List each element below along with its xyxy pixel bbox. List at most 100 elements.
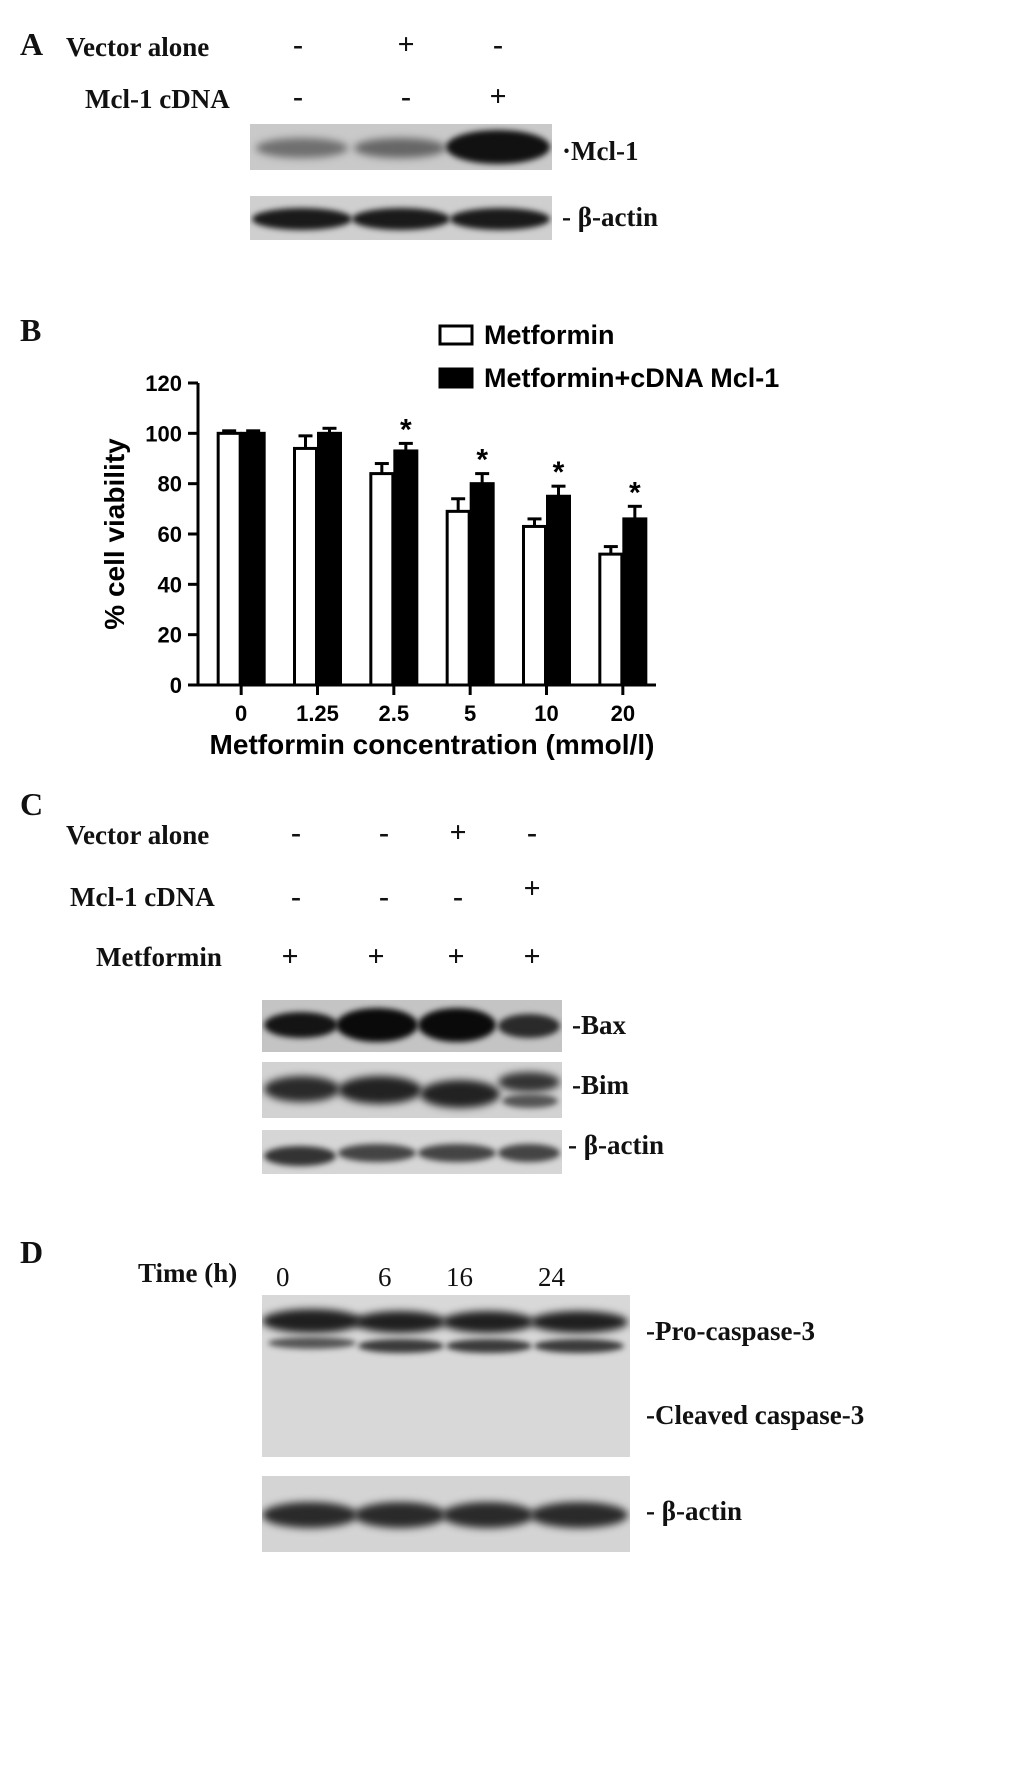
panel-c-sign: + — [281, 940, 299, 973]
blot-band — [446, 130, 550, 164]
y-axis-label: % cell viability — [99, 438, 130, 630]
bar-metformin — [369, 472, 395, 687]
panel-d-letter: D — [20, 1234, 44, 1270]
panel-a-actin-blot — [250, 196, 552, 240]
panel-c-sign: - — [291, 880, 301, 913]
x-tick-label: 0 — [235, 701, 247, 726]
blot-band — [338, 1144, 416, 1162]
panel-c-sign: + — [523, 872, 541, 905]
x-tick-label: 2.5 — [379, 701, 410, 726]
blot-band — [354, 138, 446, 158]
bar-metformin-mcl1 — [317, 431, 342, 687]
blot-band — [498, 1014, 560, 1038]
blot-band — [262, 1502, 358, 1528]
blot-band — [498, 1072, 560, 1092]
bar-metformin-mcl1 — [469, 482, 495, 687]
y-tick-label: 0 — [170, 673, 182, 698]
bar-metformin — [598, 552, 624, 687]
significance-star: * — [476, 444, 488, 477]
panel-c-bim-blot — [262, 1062, 562, 1118]
panel-a-sign: - — [293, 80, 303, 113]
blot-band — [262, 1309, 362, 1333]
significance-star: * — [629, 476, 641, 509]
panel-d-time-16: 16 — [446, 1262, 473, 1292]
blot-band — [336, 1008, 418, 1042]
blot-band — [338, 1076, 422, 1104]
panel-c-bax-blot — [262, 1000, 562, 1052]
bar-metformin-mcl1 — [393, 449, 419, 687]
blot-band — [354, 1502, 446, 1528]
panel-c-actin-blot — [262, 1130, 562, 1174]
y-tick-label: 40 — [158, 572, 182, 597]
blot-band — [354, 1311, 446, 1333]
panel-c-sign: - — [527, 816, 537, 849]
x-tick-label: 10 — [534, 701, 558, 726]
panel-c-marker-bim: -Bim — [572, 1070, 630, 1100]
panel-a-sign: - — [293, 28, 303, 61]
panel-c-sign: - — [291, 816, 301, 849]
panel-c-letter: C — [20, 786, 44, 822]
bar-metformin — [522, 524, 547, 687]
blot-band — [530, 1311, 628, 1333]
significance-star: * — [553, 456, 565, 489]
x-tick-label: 1.25 — [296, 701, 339, 726]
blot-band — [252, 208, 352, 230]
panel-d-marker-procaspase: -Pro-caspase-3 — [646, 1316, 815, 1346]
panel-d-time-0: 0 — [276, 1262, 290, 1292]
bar-metformin-mcl1 — [240, 431, 266, 687]
panel-d-caspase-blot — [262, 1295, 630, 1457]
legend-swatch — [438, 367, 474, 389]
y-tick-label: 20 — [158, 623, 182, 648]
panel-c-row-label: Mcl-1 cDNA — [70, 882, 215, 912]
blot-band — [358, 1339, 444, 1353]
bar-metformin-mcl1 — [622, 517, 648, 687]
panel-c-sign: + — [447, 940, 465, 973]
viability-bar-chart: 0 20 40 60 80 100 120 % cell viability 0 1.25 * 2.5… — [99, 320, 779, 760]
y-tick-label: 60 — [158, 522, 182, 547]
blot-band — [450, 208, 550, 230]
significance-star: * — [400, 413, 412, 446]
blot-band — [534, 1339, 624, 1353]
bar-metformin-mcl1 — [546, 494, 571, 687]
blot-band — [420, 1080, 500, 1108]
panel-a-marker-actin: - β-actin — [562, 202, 658, 232]
bar-metformin — [293, 446, 318, 687]
panel-a-letter: A — [20, 26, 44, 62]
panel-d-time-6: 6 — [378, 1262, 392, 1292]
panel-d-marker-cleaved: -Cleaved caspase-3 — [646, 1400, 865, 1430]
legend-entry: Metformin — [484, 320, 615, 350]
panel-d-time-24: 24 — [538, 1262, 565, 1292]
panel-c-sign: - — [379, 880, 389, 913]
panel-c-sign: + — [367, 940, 385, 973]
panel-d-marker-actin: - β-actin — [646, 1496, 742, 1526]
blot-band — [442, 1311, 534, 1333]
panel-c-sign: + — [523, 940, 541, 973]
panel-c-row-label: Metformin — [96, 942, 222, 972]
panel-c-sign: + — [449, 816, 467, 849]
blot-band — [268, 1337, 356, 1349]
blot-band — [264, 1012, 338, 1038]
blot-band — [256, 138, 348, 158]
blot-band — [418, 1008, 496, 1042]
blot-band — [418, 1144, 496, 1162]
blot-band — [502, 1094, 558, 1108]
bar-metformin — [216, 431, 242, 687]
panel-a-row-label: Mcl-1 cDNA — [85, 84, 230, 114]
x-tick-label: 5 — [464, 701, 476, 726]
panel-d-time-label: Time (h) — [138, 1258, 238, 1288]
x-tick-label: 20 — [611, 701, 635, 726]
y-tick-label: 80 — [158, 472, 182, 497]
blot-band — [530, 1502, 628, 1528]
legend-entry: Metformin+cDNA Mcl-1 — [484, 363, 779, 393]
panel-a-mcl1-blot — [250, 124, 552, 170]
bar-metformin — [445, 509, 471, 687]
panel-c-sign: - — [453, 880, 463, 913]
panel-a-sign: + — [397, 28, 415, 61]
panel-a-sign: - — [493, 28, 503, 61]
panel-c-sign: - — [379, 816, 389, 849]
blot-band — [446, 1339, 532, 1353]
panel-c-marker-actin: - β-actin — [568, 1130, 664, 1160]
y-tick-label: 120 — [145, 371, 182, 396]
blot-band — [264, 1146, 336, 1166]
panel-b-letter: B — [20, 312, 42, 348]
